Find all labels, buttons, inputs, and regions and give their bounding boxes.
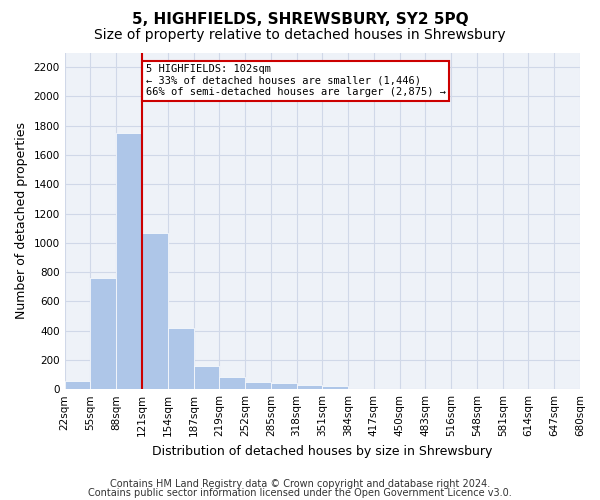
Text: Size of property relative to detached houses in Shrewsbury: Size of property relative to detached ho… [94,28,506,42]
Bar [245,382,271,389]
Bar [296,385,322,389]
Y-axis label: Number of detached properties: Number of detached properties [15,122,28,320]
Bar [116,133,142,389]
X-axis label: Distribution of detached houses by size in Shrewsbury: Distribution of detached houses by size … [152,444,493,458]
Bar [271,382,296,389]
Bar [193,366,219,389]
Bar [142,232,168,389]
Text: Contains HM Land Registry data © Crown copyright and database right 2024.: Contains HM Land Registry data © Crown c… [110,479,490,489]
Text: 5 HIGHFIELDS: 102sqm
← 33% of detached houses are smaller (1,446)
66% of semi-de: 5 HIGHFIELDS: 102sqm ← 33% of detached h… [146,64,446,98]
Bar [168,328,193,389]
Bar [322,386,348,389]
Bar [219,376,245,389]
Bar [65,381,91,389]
Text: Contains public sector information licensed under the Open Government Licence v3: Contains public sector information licen… [88,488,512,498]
Bar [91,278,116,389]
Text: 5, HIGHFIELDS, SHREWSBURY, SY2 5PQ: 5, HIGHFIELDS, SHREWSBURY, SY2 5PQ [131,12,469,28]
